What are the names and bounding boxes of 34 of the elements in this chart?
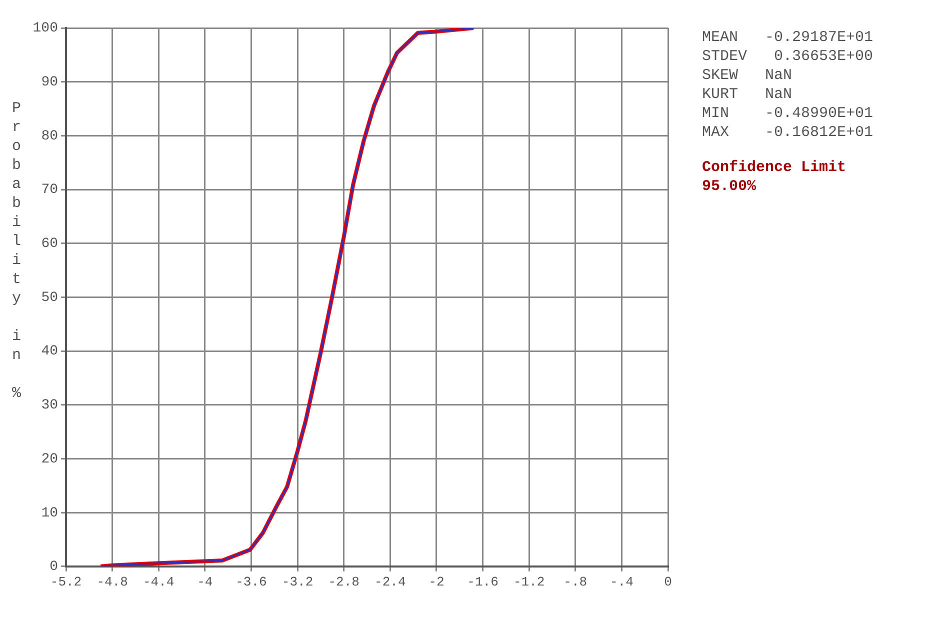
x-tick-label: 0 (664, 574, 672, 590)
text: 95.00% (702, 177, 758, 196)
text: SKEW NaN (702, 66, 794, 85)
y-tick-label: 40 (41, 344, 58, 360)
y-tick-label: 10 (41, 505, 58, 522)
text: MEAN -0.29187E+01 (702, 28, 874, 47)
x-tick-label: -.8 (564, 574, 588, 590)
x-tick-label: -2.8 (328, 574, 360, 590)
x-tick-label: -5.2 (50, 574, 82, 590)
text: STDEV 0.36653E+00 (702, 47, 874, 66)
text: KURT NaN (702, 85, 794, 104)
y-tick-label: 100 (32, 20, 58, 37)
y-tick-label: 80 (41, 128, 58, 144)
x-tick-label: -4.8 (96, 574, 128, 590)
x-tick-label: -.4 (610, 574, 634, 590)
y-tick-label: 20 (41, 451, 58, 468)
text: Confidence Limit (702, 158, 848, 177)
y-tick-label: 60 (41, 236, 58, 252)
x-tick-label: -3.2 (282, 574, 314, 590)
x-tick-label: -2 (428, 574, 444, 590)
x-tick-label: -2.4 (374, 574, 406, 590)
x-tick-label: -1.2 (513, 574, 545, 590)
x-tick-label: -3.6 (236, 574, 267, 590)
text: MAX -0.16812E+01 (702, 123, 874, 142)
y-tick-label: 90 (41, 74, 58, 91)
x-tick-label: -4 (197, 574, 213, 590)
y-tick-label: 0 (50, 559, 58, 576)
text: MIN -0.48990E+01 (702, 104, 874, 123)
y-tick-label: 50 (41, 290, 58, 306)
x-tick-label: -4.4 (143, 574, 174, 590)
x-tick-label: -1.6 (467, 574, 498, 590)
y-axis-title: Probability in % (8, 100, 25, 404)
y-tick-label: 30 (41, 398, 58, 414)
y-tick-label: 70 (41, 182, 58, 198)
